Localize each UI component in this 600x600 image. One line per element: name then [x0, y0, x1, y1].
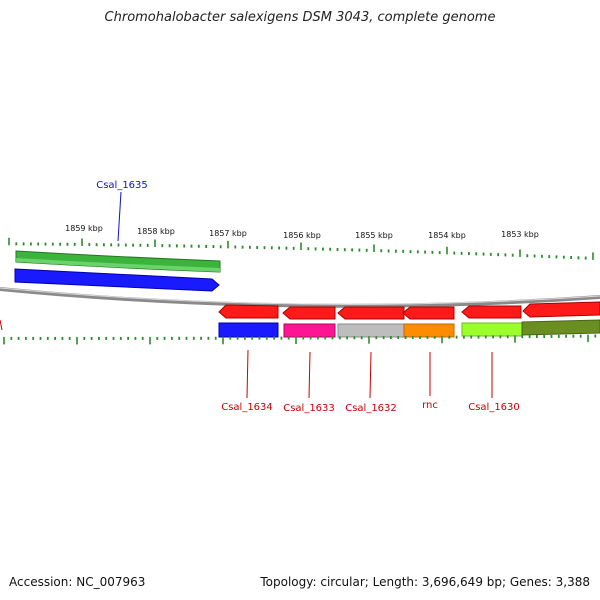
gene-label-csal-1635[interactable]: Csal_1635 — [96, 180, 148, 191]
inner-tick-ring — [3, 334, 597, 345]
feature-csal-1632-cds[interactable] — [337, 306, 405, 320]
feature-rnc-cds[interactable] — [402, 306, 455, 320]
category-csal-1630[interactable] — [461, 322, 523, 337]
leader-csal-1635 — [117, 191, 122, 242]
category-csal-1633[interactable] — [283, 323, 336, 338]
gene-label-csal-1634[interactable]: Csal_1634 — [221, 402, 273, 413]
category-csal-1634[interactable] — [218, 322, 279, 338]
outer-tick-ring — [8, 237, 594, 260]
gene-label-csal-1633[interactable]: Csal_1633 — [283, 403, 335, 414]
feature-csal-1634-cds[interactable] — [218, 304, 279, 319]
leader-csal-1634 — [246, 349, 249, 399]
gene-label-csal-1632[interactable]: Csal_1632 — [345, 403, 397, 414]
scale-label: 1857 kbp — [209, 229, 247, 238]
gene-label-csal-1630[interactable]: Csal_1630 — [468, 402, 520, 413]
category-csal-1632[interactable] — [337, 323, 405, 338]
feature-next-cds[interactable] — [522, 301, 600, 318]
scale-label: 1853 kbp — [501, 230, 539, 239]
leader-offscreen — [0, 319, 3, 331]
scale-label: 1856 kbp — [283, 231, 321, 240]
genome-summary-text: Topology: circular; Length: 3,696,649 bp… — [260, 575, 590, 589]
feature-csal-1633-cds[interactable] — [282, 306, 336, 320]
category-rnc[interactable] — [403, 323, 455, 338]
feature-csal-1635-highlight — [16, 258, 220, 272]
scale-label: 1858 kbp — [137, 227, 175, 236]
genome-backbone — [0, 287, 600, 308]
map-title: Chromohalobacter salexigens DSM 3043, co… — [104, 10, 496, 25]
accession-text: Accession: NC_007963 — [9, 575, 146, 589]
scale-label: 1854 kbp — [428, 231, 466, 240]
category-next[interactable] — [521, 319, 600, 336]
scale-label: 1859 kbp — [65, 224, 103, 233]
scale-label: 1855 kbp — [355, 231, 393, 240]
feature-csal-1630-cds[interactable] — [461, 305, 522, 319]
leader-csal-1632 — [369, 351, 372, 399]
leader-csal-1633 — [308, 351, 311, 399]
gene-label-rnc[interactable]: rnc — [422, 400, 438, 411]
scale-labels: 1859 kbp 1858 kbp 1857 kbp 1856 kbp 1855 kbp… — [65, 224, 539, 240]
feature-csal-1635-cds[interactable] — [14, 268, 220, 292]
